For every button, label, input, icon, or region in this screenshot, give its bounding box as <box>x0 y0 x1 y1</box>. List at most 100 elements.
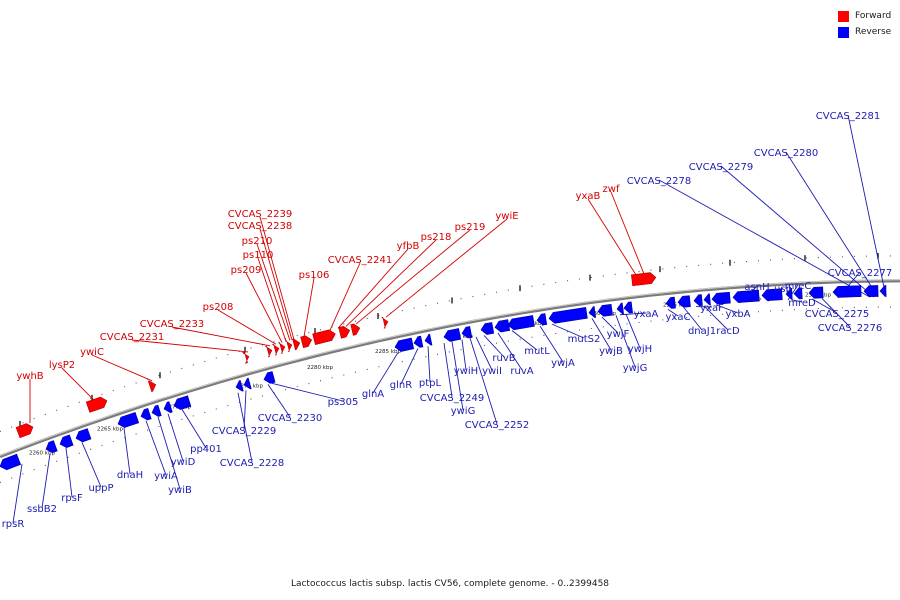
gene-label[interactable]: CVCAS_2229 <box>212 426 276 437</box>
reverse-gene[interactable] <box>413 335 424 348</box>
gene-label[interactable]: ssbB2 <box>27 504 57 515</box>
gene-label[interactable]: CVCAS_2239 <box>228 209 292 220</box>
gene-label[interactable]: ywiI <box>482 366 502 377</box>
gene-label[interactable]: ywiE <box>495 211 518 222</box>
gene-label[interactable]: ywiG <box>451 406 476 417</box>
gene-label[interactable]: ps219 <box>455 222 486 233</box>
gene-label[interactable]: CVCAS_2275 <box>805 309 869 320</box>
reverse-gene[interactable] <box>732 289 760 303</box>
reverse-gene[interactable] <box>703 293 711 306</box>
reverse-gene[interactable] <box>394 337 415 353</box>
reverse-gene[interactable] <box>58 434 74 449</box>
reverse-gene[interactable] <box>150 404 162 418</box>
gene-label[interactable]: ywiB <box>168 485 192 496</box>
gene-label[interactable]: CVCAS_2277 <box>828 268 892 279</box>
gene-label[interactable]: ywhB <box>16 371 43 382</box>
reverse-gene[interactable] <box>785 287 793 300</box>
forward-gene[interactable] <box>241 351 251 364</box>
reverse-gene[interactable] <box>879 285 887 297</box>
gene-label[interactable]: ywjA <box>551 358 575 369</box>
gene-label[interactable]: yxaA <box>634 309 659 320</box>
gene-label[interactable]: ywjH <box>628 344 652 355</box>
gene-label[interactable]: ps208 <box>203 302 234 313</box>
gene-label[interactable]: CVCAS_2238 <box>228 221 292 232</box>
gene-label[interactable]: yxbA <box>725 309 750 320</box>
forward-gene[interactable] <box>284 340 294 353</box>
reverse-gene[interactable] <box>243 377 252 390</box>
gene-label[interactable]: ywjG <box>623 363 648 374</box>
gene-label[interactable]: ywiA <box>154 471 178 482</box>
forward-gene[interactable] <box>264 345 274 358</box>
reverse-gene[interactable] <box>172 395 192 411</box>
reverse-gene[interactable] <box>616 302 624 315</box>
forward-gene[interactable] <box>312 329 337 345</box>
gene-label[interactable]: usp <box>774 284 792 295</box>
gene-label[interactable]: ywjF <box>607 329 630 340</box>
reverse-gene[interactable] <box>139 407 152 421</box>
reverse-gene[interactable] <box>761 288 783 301</box>
gene-label[interactable]: ps218 <box>421 232 452 243</box>
forward-gene[interactable] <box>381 316 389 329</box>
gene-label[interactable]: mreC <box>785 281 812 292</box>
reverse-gene[interactable] <box>623 301 633 314</box>
reverse-gene[interactable] <box>44 440 58 455</box>
gene-label[interactable]: dnaJ1 <box>688 326 716 337</box>
gene-label[interactable]: dnaH <box>117 470 143 481</box>
gene-label[interactable]: glnA <box>362 389 384 400</box>
gene-label[interactable]: asnH <box>744 282 769 293</box>
gene-label[interactable]: zwf <box>603 184 620 195</box>
gene-label[interactable]: ruvB <box>492 353 515 364</box>
reverse-gene[interactable] <box>0 453 22 471</box>
reverse-gene[interactable] <box>234 379 244 392</box>
reverse-gene[interactable] <box>711 291 731 305</box>
reverse-gene[interactable] <box>597 303 613 317</box>
reverse-gene[interactable] <box>507 315 535 331</box>
reverse-gene[interactable] <box>863 285 879 297</box>
gene-label[interactable]: CVCAS_2252 <box>465 420 529 431</box>
gene-label[interactable]: uppP <box>88 483 113 494</box>
gene-label[interactable]: CVCAS_2280 <box>754 148 818 159</box>
reverse-gene[interactable] <box>494 319 511 333</box>
gene-label[interactable]: CVCAS_2276 <box>818 323 882 334</box>
forward-gene[interactable] <box>277 342 287 354</box>
gene-label[interactable]: ps210 <box>242 236 273 247</box>
gene-label[interactable]: yxaC <box>666 312 691 323</box>
gene-label[interactable]: ps106 <box>299 270 330 281</box>
gene-label[interactable]: lysP2 <box>49 360 75 371</box>
forward-gene[interactable] <box>292 338 302 351</box>
gene-label[interactable]: ps209 <box>231 265 262 276</box>
gene-label[interactable]: CVCAS_2279 <box>689 162 753 173</box>
gene-label[interactable]: CVCAS_2249 <box>420 393 484 404</box>
forward-gene[interactable] <box>300 335 313 349</box>
reverse-gene[interactable] <box>263 371 276 385</box>
gene-label[interactable]: CVCAS_2233 <box>140 319 204 330</box>
forward-gene[interactable] <box>85 395 109 413</box>
reverse-gene[interactable] <box>677 295 691 308</box>
reverse-gene[interactable] <box>74 428 92 444</box>
reverse-gene[interactable] <box>793 287 803 300</box>
gene-label[interactable]: yxaB <box>576 191 601 202</box>
reverse-gene[interactable] <box>536 313 548 326</box>
gene-label[interactable]: CVCAS_2231 <box>100 332 164 343</box>
gene-label[interactable]: ywiH <box>454 366 478 377</box>
gene-label[interactable]: ruvA <box>510 366 533 377</box>
reverse-gene[interactable] <box>443 328 462 343</box>
gene-label[interactable]: rpsR <box>2 519 25 530</box>
forward-gene[interactable] <box>271 343 281 356</box>
forward-gene[interactable] <box>147 379 157 393</box>
gene-label[interactable]: yfbB <box>397 241 420 252</box>
reverse-gene[interactable] <box>548 307 588 324</box>
gene-label[interactable]: rpsF <box>61 493 83 504</box>
forward-gene[interactable] <box>338 325 351 339</box>
gene-label[interactable]: CVCAS_2228 <box>220 458 284 469</box>
gene-label[interactable]: yxaF <box>700 303 724 314</box>
reverse-gene[interactable] <box>832 285 862 298</box>
gene-label[interactable]: CVCAS_2241 <box>328 255 392 266</box>
gene-label[interactable]: pp401 <box>190 444 222 455</box>
reverse-gene[interactable] <box>162 401 173 415</box>
gene-label[interactable]: ywiC <box>80 347 104 358</box>
reverse-gene[interactable] <box>588 306 597 319</box>
gene-label[interactable]: mutS2 <box>568 334 601 345</box>
forward-gene[interactable] <box>15 422 35 439</box>
gene-label[interactable]: ywjB <box>599 346 623 357</box>
